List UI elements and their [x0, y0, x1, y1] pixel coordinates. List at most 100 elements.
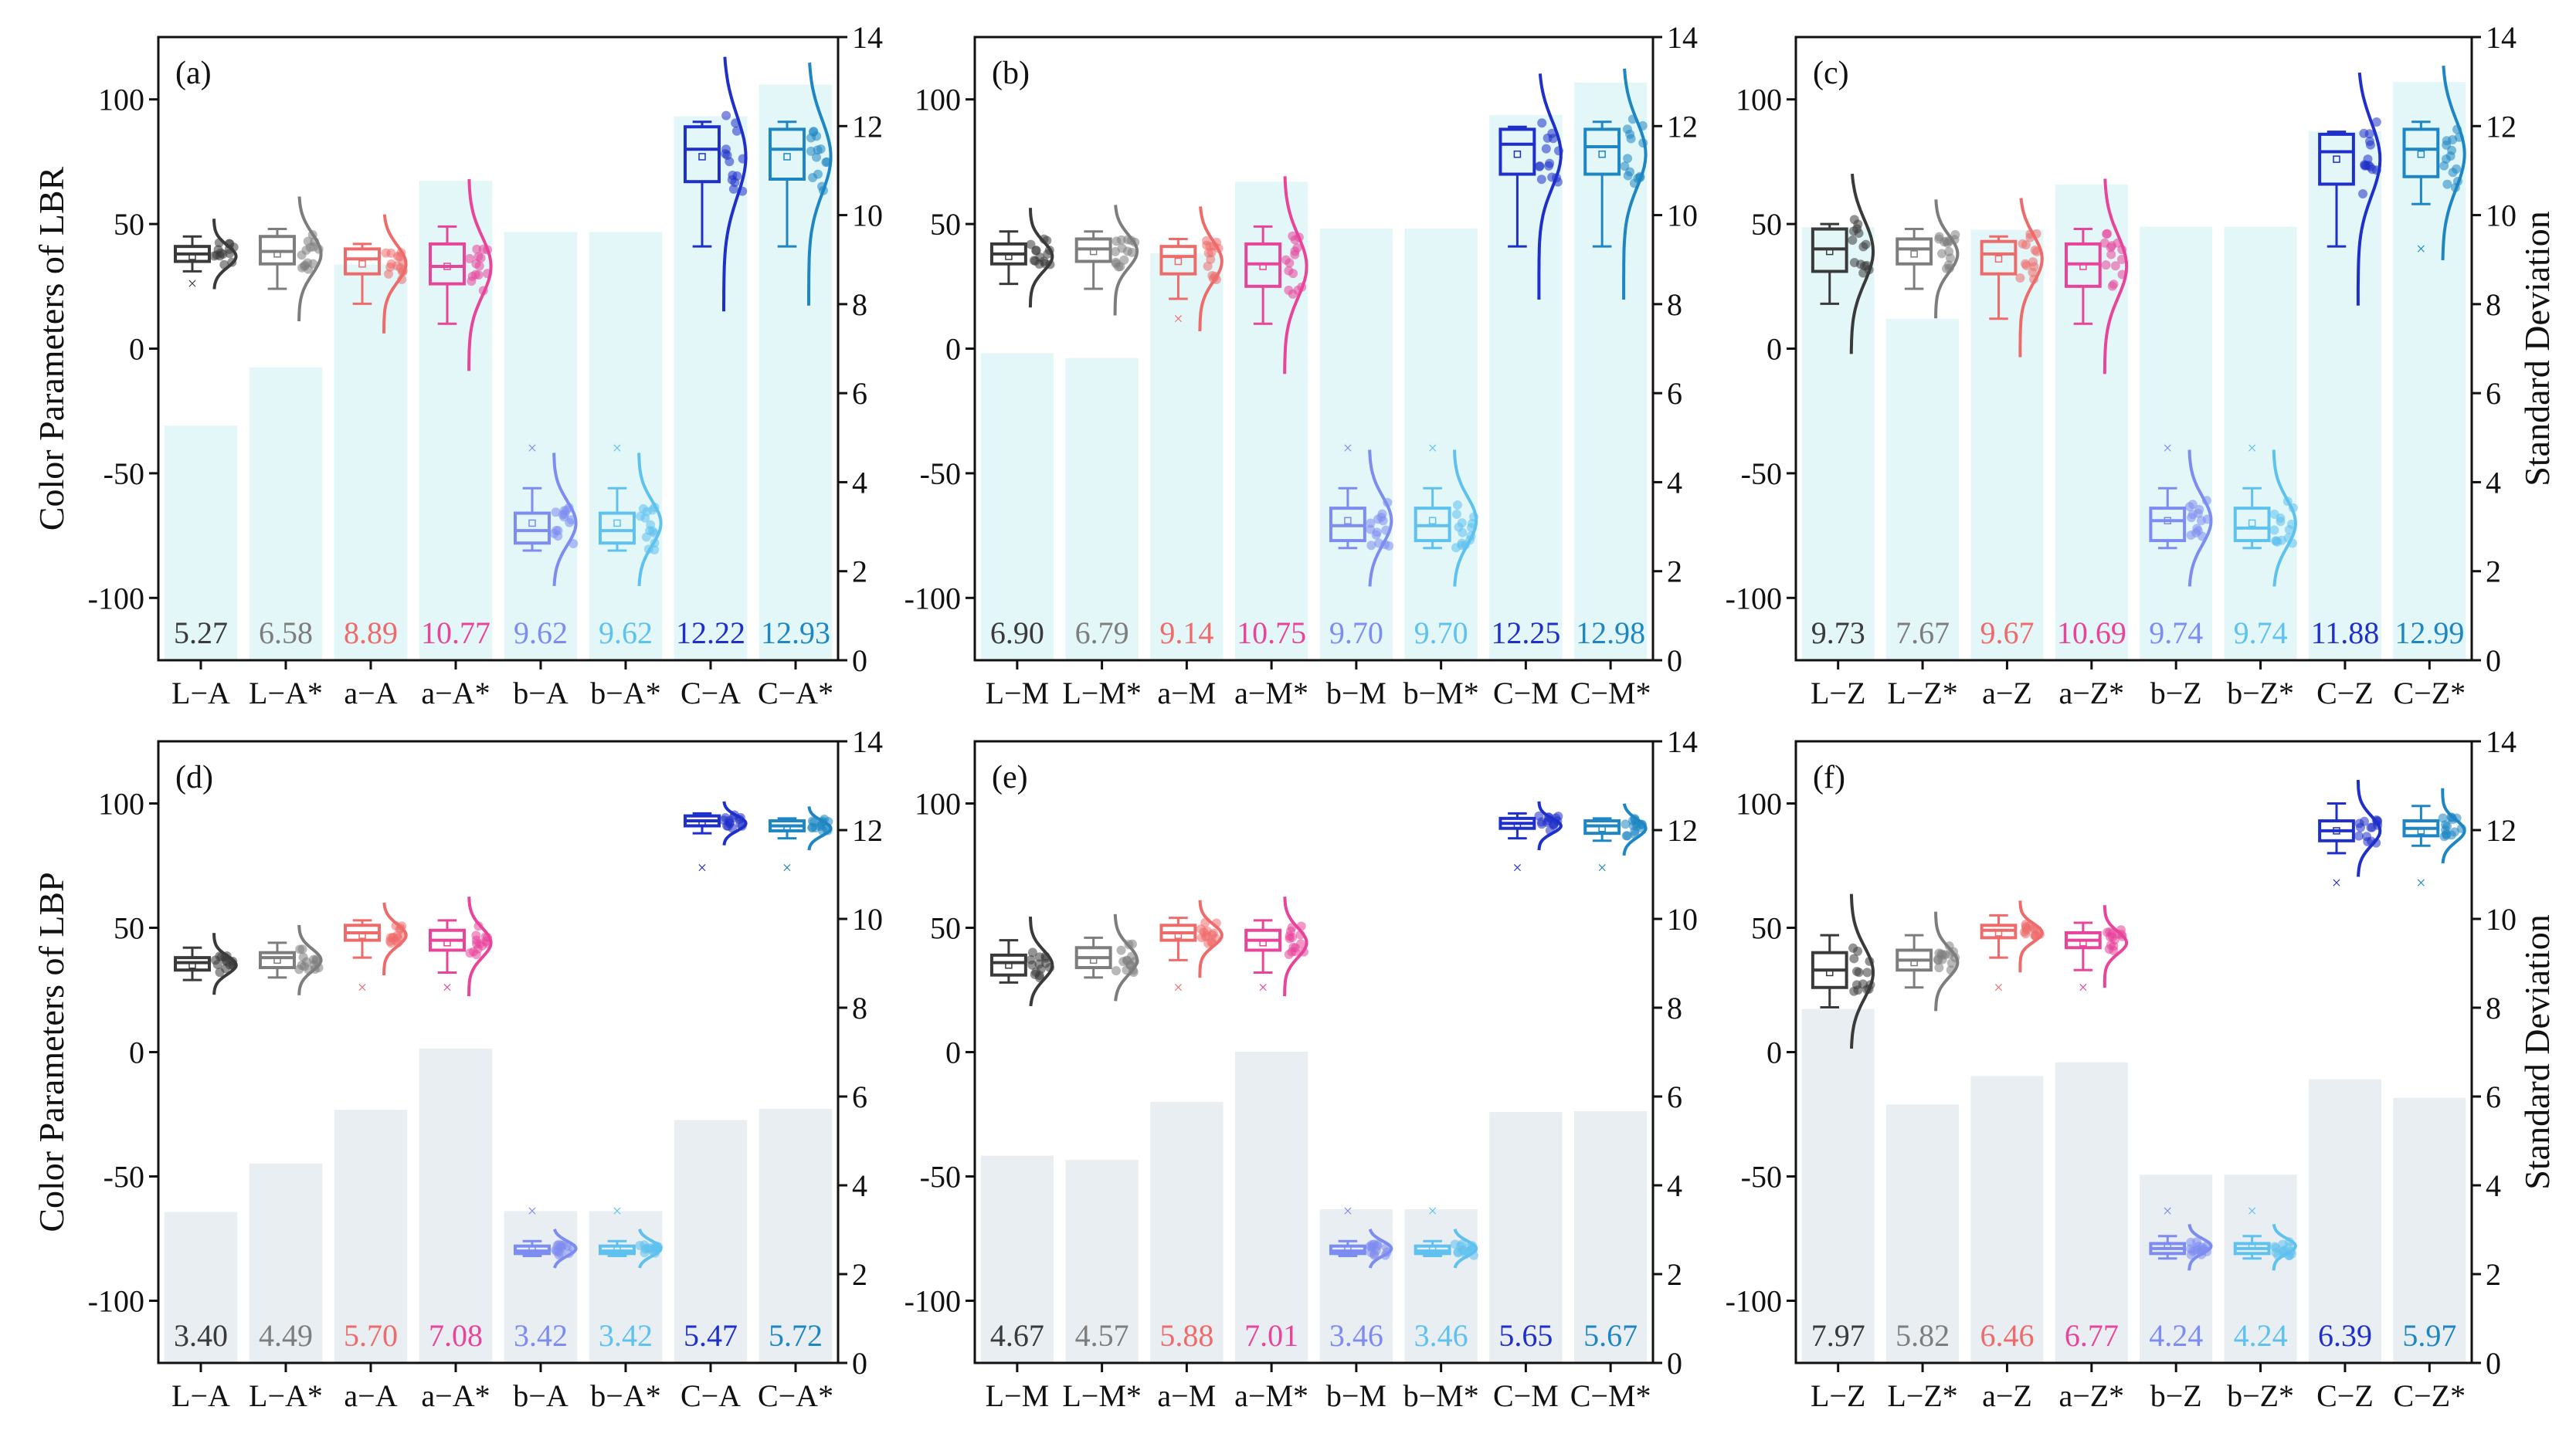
panel-e-data-point [1285, 931, 1295, 941]
panel-b-data-point [1383, 497, 1393, 507]
panel-b-data-point [1127, 247, 1137, 257]
panel-c-x-tick-label: a−Z* [2058, 676, 2124, 710]
panel-e-data-point [1127, 939, 1137, 949]
panel-d-data-point [298, 952, 308, 962]
panel-b-mean-marker [1089, 247, 1098, 256]
panel-b-data-point [1378, 516, 1388, 526]
panel-c-mean-marker [2164, 517, 2171, 524]
panel-c-data-point [2021, 240, 2031, 250]
panel-b-data-point [1625, 167, 1635, 177]
panel-c-right-tick-label: 2 [2486, 554, 2501, 589]
panel-f-data-point [2284, 1242, 2294, 1252]
panel-e-distribution-curve [1029, 917, 1054, 1007]
panel-e-x-tick-label: L−M [986, 1378, 1050, 1413]
panel-a-panel-label: (a) [175, 56, 212, 91]
panel-f-right-tick-label: 2 [2486, 1257, 2501, 1292]
panel-a-data-point [395, 252, 405, 262]
panel-f-right-tick-label: 6 [2486, 1080, 2501, 1114]
panel-e-data-point [1122, 965, 1132, 975]
panel-f-mean-marker [1994, 929, 2003, 937]
panel-e-mean-marker [1005, 961, 1013, 969]
panel-c-right-tick-label: 0 [2486, 643, 2501, 678]
panel-f-data-point [1865, 980, 1875, 990]
panel-e-sd-value-label: 3.46 [1414, 1318, 1468, 1353]
panel-c-data-point [2031, 229, 2041, 239]
panel-f-mean-marker [2079, 939, 2087, 947]
panel-b-data-point [1366, 541, 1376, 551]
panel-e-data-point [1211, 918, 1221, 928]
panel-f-sd-value-label: 4.24 [2149, 1318, 2203, 1353]
panel-a-sd-value-label: 12.22 [676, 615, 745, 650]
panel-b-data-point [1029, 256, 1039, 266]
panel-b-data-point [1638, 120, 1648, 131]
panel-b-data-point [1451, 509, 1461, 519]
panel-b-mean-marker [1428, 517, 1437, 524]
panel-e-data-point [1549, 819, 1559, 829]
panel-a-data-point [812, 152, 822, 162]
panel-d-data-point [477, 941, 487, 951]
panel-c-data-point [2029, 262, 2039, 272]
panel-d-mean-marker [698, 819, 706, 828]
panel-f-mean-marker [2248, 1242, 2256, 1250]
panel-d-data-point [215, 951, 225, 961]
panel-c-mean-marker [2079, 263, 2087, 270]
panel-f-sd-value-label: 5.97 [2402, 1318, 2456, 1353]
panel-f-sd-bar [2140, 1175, 2213, 1363]
panel-f-data-point [1849, 954, 1859, 964]
panel-f-sd-value-label: 7.97 [1811, 1318, 1865, 1353]
panel-e-sd-value-label: 5.65 [1498, 1318, 1553, 1353]
panel-d-data-point [212, 959, 222, 969]
panel-b-sd-bar [1150, 253, 1224, 660]
panel-a-data-point [397, 274, 407, 284]
panel-a-x-tick-label: L−A [171, 676, 230, 710]
panel-e-outlier: × [1427, 1202, 1437, 1221]
panel-e-data-point [1467, 1241, 1477, 1251]
panel-a-sd-value-label: 9.62 [599, 615, 653, 650]
panel-c-data-point [2371, 165, 2381, 175]
panel-a-data-point [813, 169, 823, 179]
panel-b-right-tick-label: 14 [1667, 20, 1698, 55]
panel-a-distribution-curve [297, 196, 323, 322]
panel-b-distribution-curve [1028, 208, 1054, 308]
panel-c-data-point [2015, 273, 2025, 283]
panel-e-data-point [1366, 1248, 1376, 1258]
panel-c-box [2318, 132, 2355, 186]
panel-c-data-point [2099, 238, 2109, 248]
panel-c-data-point [2448, 135, 2458, 145]
panel-b-data-point [1126, 236, 1136, 246]
panel-a-data-point [218, 249, 228, 259]
panel-a-data-point [642, 507, 652, 517]
panel-d-outlier: × [358, 978, 367, 997]
panel-f-distribution-curve [1849, 893, 1875, 1049]
panel-e-left-tick-label: 100 [915, 787, 961, 822]
panel-d-data-point [228, 956, 238, 966]
panel-e-data-point [1196, 933, 1207, 943]
panel-a-data-point [482, 269, 492, 279]
panel-a-data-point [809, 127, 819, 137]
panel-e-sd-bar [1234, 1051, 1308, 1363]
panel-f-x-tick-label: a−Z* [2058, 1378, 2124, 1413]
panel-d-sd-bar [759, 1109, 833, 1363]
panel-a-right-tick-label: 14 [852, 20, 883, 55]
panel-c-data-point [1940, 237, 1950, 247]
panel-e-mean-marker [1344, 1245, 1352, 1252]
panel-a-right-tick-label: 4 [852, 465, 867, 500]
panel-f-panel-label: (f) [1813, 760, 1845, 795]
panel-b-sd-value-label: 9.70 [1329, 615, 1383, 650]
panel-a-distribution-curve [722, 56, 748, 312]
panel-d-data-point [309, 954, 319, 964]
panel-a-right-tick-label: 0 [852, 643, 867, 678]
panel-b-data-point [1537, 118, 1547, 128]
panel-a-data-point [817, 181, 827, 192]
panel-a-distribution-curve [212, 219, 238, 290]
panel-b-left-tick-label: 100 [915, 83, 961, 117]
panel-a-data-point [650, 528, 660, 538]
panel-e-data-point [1627, 815, 1638, 825]
panel-b-mean-marker [1174, 257, 1183, 266]
panel-b-data-point [1548, 134, 1558, 144]
panel-f-sd-bar [1801, 1008, 1875, 1363]
panel-f-left-tick-label: 50 [1751, 911, 1782, 946]
panel-c-data-point [2106, 249, 2116, 259]
panel-f-data-point [2270, 1242, 2280, 1252]
panel-f-data-point [2197, 1242, 2207, 1252]
